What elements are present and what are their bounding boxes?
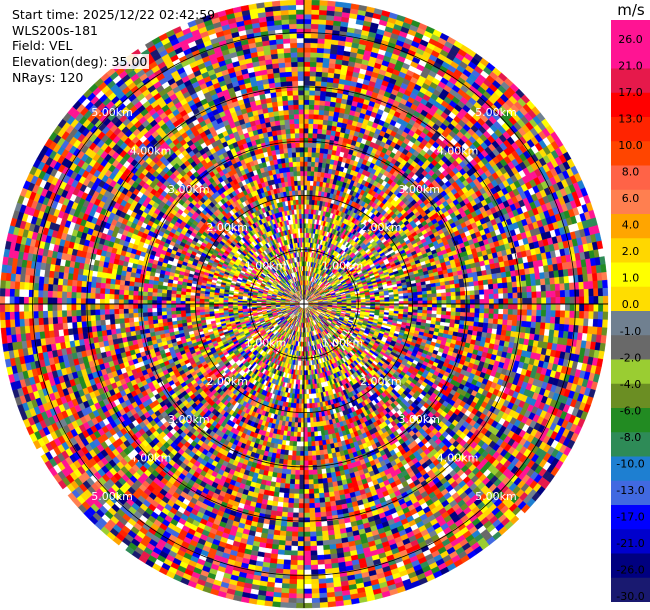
colorbar-swatch: [611, 529, 650, 554]
colorbar-swatch: [611, 262, 650, 288]
range-label-4km-1: 4.00km: [437, 145, 479, 158]
colorbar-tick-label: -21.0: [616, 537, 644, 550]
colorbar-tick-label: -2.0: [620, 351, 641, 364]
colorbar: 26.0 21.0 17.0 13.0 10.0 8.0 6.0 4.0 2.0 1.0 0.0 -1…: [611, 20, 650, 602]
colorbar-swatch: [611, 456, 650, 482]
colorbar-swatch: [611, 20, 650, 45]
colorbar-tick-label: -26.0: [616, 564, 644, 577]
elevation-label: Elevation(deg): 35.00: [12, 54, 150, 69]
colorbar-swatch: [611, 480, 650, 506]
range-label-5km-0: 5.00km: [91, 106, 133, 119]
range-label-1km-2: 1.00km: [245, 336, 287, 349]
colorbar-tick-label: -8.0: [620, 431, 641, 444]
range-label-5km-3: 5.00km: [475, 490, 517, 503]
range-label-1km-1: 1.00km: [322, 260, 364, 273]
colorbar-swatch: [611, 165, 650, 191]
colorbar-tick-label: -17.0: [616, 510, 644, 523]
colorbar-tick-label: 2.0: [622, 245, 640, 258]
colorbar-tick-label: 4.0: [622, 219, 640, 232]
range-labels: 1.00km 1.00km 1.00km 1.00km 2.00km 2.00km 2.00…: [91, 106, 516, 503]
colorbar-tick-label: -4.0: [620, 378, 641, 391]
colorbar-swatch: [611, 383, 650, 409]
range-label-4km-3: 4.00km: [437, 452, 479, 465]
colorbar-tick-label: 26.0: [618, 33, 643, 46]
colorbar-swatch: [611, 92, 650, 118]
range-label-4km-2: 4.00km: [130, 452, 172, 465]
range-label-3km-1: 3.00km: [398, 183, 440, 196]
range-label-3km-0: 3.00km: [168, 183, 210, 196]
range-label-3km-2: 3.00km: [168, 413, 210, 426]
start-time-label: Start time: 2025/12/22 02:42:59: [12, 7, 216, 22]
colorbar-swatch: [611, 408, 650, 433]
colorbar-swatch: [611, 359, 650, 385]
colorbar-tick-label: -10.0: [616, 457, 644, 470]
colorbar-tick-label: -6.0: [620, 404, 641, 417]
colorbar-tick-label: -13.0: [616, 484, 644, 497]
range-label-5km-2: 5.00km: [91, 490, 133, 503]
colorbar-tick-label: 10.0: [618, 139, 643, 152]
colorbar-swatch: [611, 117, 650, 142]
ppi-velocity-plot: 1.00km 1.00km 1.00km 1.00km 2.00km 2.00km 2.00…: [0, 0, 609, 609]
velocity-range-gates: [0, 0, 609, 609]
colorbar-swatch: [611, 311, 650, 336]
colorbar-swatch: [611, 141, 650, 166]
colorbar-swatch: [611, 214, 650, 239]
colorbar-tick-label: 13.0: [618, 113, 643, 126]
field-label: Field: VEL: [12, 38, 73, 53]
nrays-label: NRays: 120: [12, 70, 84, 85]
range-label-2km-0: 2.00km: [206, 221, 248, 234]
colorbar-swatch: [611, 553, 650, 579]
colorbar-swatch: [611, 335, 650, 360]
colorbar-swatch: [611, 432, 650, 457]
colorbar-tick-label: 0.0: [622, 298, 640, 311]
colorbar-tick-label: 21.0: [618, 60, 643, 73]
colorbar-tick-label: -1.0: [620, 325, 641, 338]
range-label-4km-0: 4.00km: [130, 145, 172, 158]
range-label-3km-3: 3.00km: [398, 413, 440, 426]
colorbar-swatch: [611, 577, 650, 602]
colorbar-tick-label: -30.0: [616, 590, 644, 602]
range-label-1km-3: 1.00km: [322, 336, 364, 349]
colorbar-swatch: [611, 44, 650, 69]
colorbar-swatch: [611, 189, 650, 215]
colorbar-tick-label: 6.0: [622, 192, 640, 205]
colorbar-title: m/s: [617, 1, 645, 19]
colorbar-swatch: [611, 68, 650, 94]
range-label-2km-1: 2.00km: [360, 221, 402, 234]
instrument-label: WLS200s-181: [12, 23, 98, 38]
range-label-5km-1: 5.00km: [475, 106, 517, 119]
colorbar-swatch: [611, 505, 650, 530]
range-label-1km-0: 1.00km: [245, 260, 287, 273]
crosshair-axes: [0, 0, 608, 608]
range-label-2km-3: 2.00km: [360, 375, 402, 388]
colorbar-tick-label: 1.0: [622, 272, 640, 285]
colorbar-tick-label: 17.0: [618, 86, 643, 99]
colorbar-tick-label: 8.0: [622, 166, 640, 179]
colorbar-swatch: [611, 238, 650, 263]
range-label-2km-2: 2.00km: [206, 375, 248, 388]
colorbar-swatch: [611, 286, 650, 312]
